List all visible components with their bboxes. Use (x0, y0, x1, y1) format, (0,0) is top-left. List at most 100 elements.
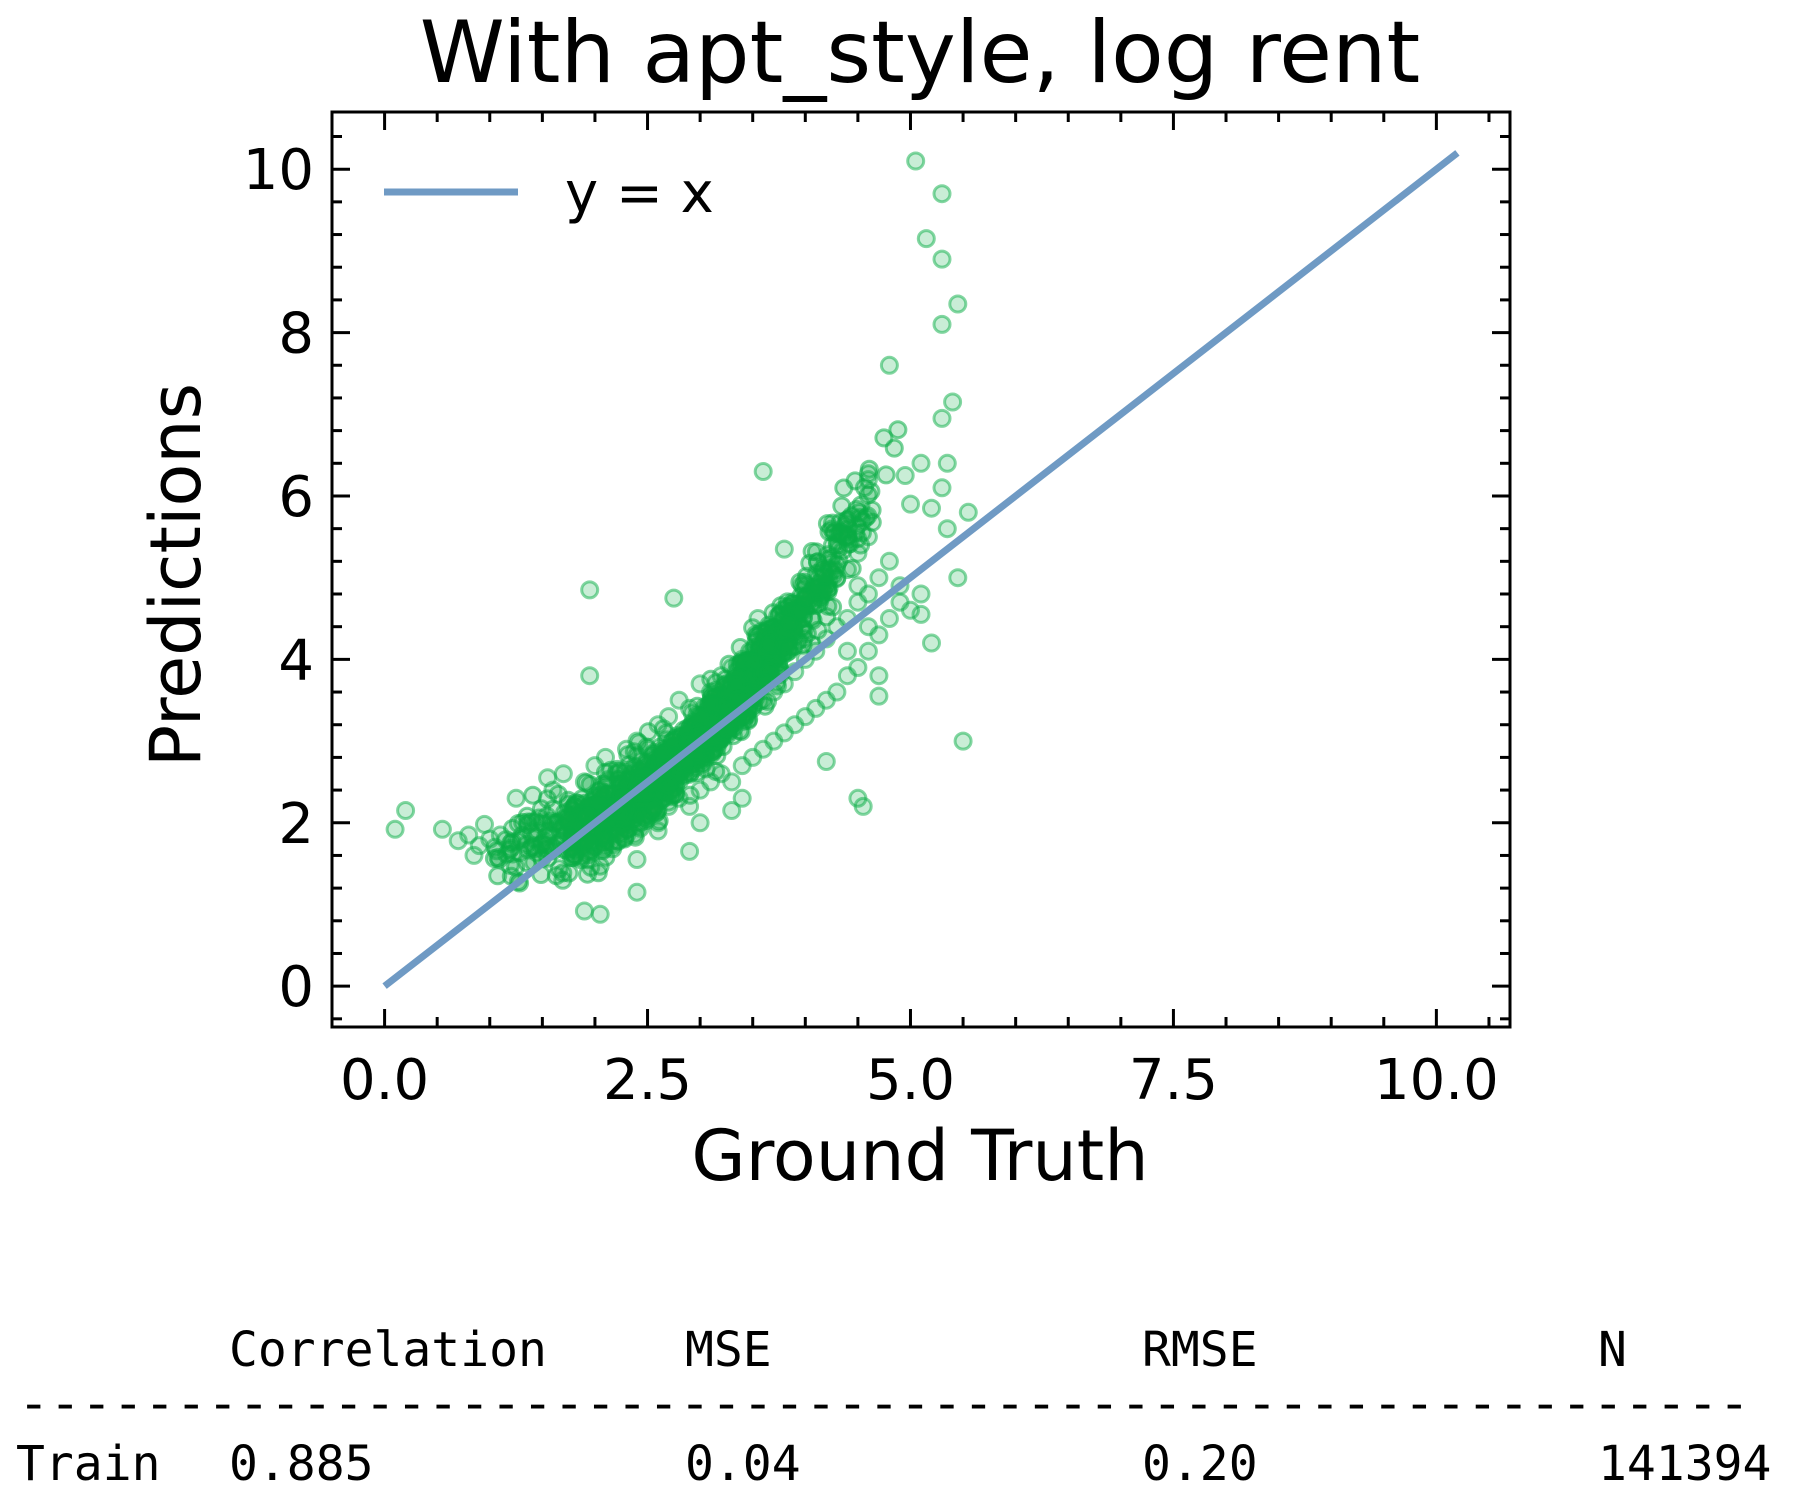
x-axis-label: Ground Truth (691, 1115, 1148, 1197)
scatter-point (848, 576, 868, 596)
scatter-point (722, 801, 742, 820)
scatter-point (588, 863, 608, 883)
scatter-point (937, 453, 957, 473)
scatter-point (816, 752, 836, 771)
scatter-point (707, 746, 727, 766)
axis-ticks (330, 112, 1510, 1027)
y-axis-label: Predictions (135, 383, 217, 767)
x-tick-labels: 0.0 2.5 5.0 7.5 10.0 (340, 1048, 1499, 1113)
scatter-point (869, 568, 889, 588)
scatter-point (916, 229, 936, 249)
scatter-point (755, 696, 775, 716)
scatter-point (538, 768, 558, 788)
scatter-point (529, 808, 549, 828)
y-tick-label: 8 (278, 302, 314, 367)
scatter-point (609, 824, 629, 844)
scatter-point (507, 831, 527, 851)
scatter-point (814, 567, 833, 586)
table-cell-correlation: 0.885 (229, 1436, 374, 1486)
y-tick-label: 6 (278, 465, 314, 530)
scatter-point (895, 466, 915, 485)
scatter-point (859, 459, 879, 479)
x-tick-label: 2.5 (603, 1048, 692, 1113)
scatter-point (580, 832, 599, 852)
x-tick-label: 0.0 (340, 1048, 429, 1113)
table-header-mse: MSE (685, 1322, 772, 1378)
scatter-point (627, 850, 647, 869)
y-tick-label: 0 (278, 955, 314, 1020)
legend: y = x (384, 161, 714, 226)
scatter-point (848, 658, 868, 677)
scatter-point (680, 841, 700, 861)
scatter-point (572, 789, 592, 809)
table-cell-n: 141394 (1598, 1436, 1771, 1486)
scatter-point (506, 857, 526, 877)
scatter-point (464, 845, 484, 865)
scatter-point (953, 731, 973, 751)
scatter-point (654, 743, 674, 763)
scatter-point (948, 294, 968, 314)
scatter-point (548, 784, 568, 804)
scatter-point (759, 635, 779, 655)
scatter-point (922, 498, 941, 518)
table-header-n: N (1598, 1322, 1627, 1378)
reference-line (382, 150, 1460, 989)
scatter-point (580, 580, 600, 600)
scatter-point (842, 559, 862, 578)
scatter-point (932, 314, 952, 334)
y-tick-labels: 0 2 4 6 8 10 (243, 138, 314, 1020)
scatter-point (884, 438, 904, 458)
scatter-point (888, 420, 908, 440)
scatter-point (911, 453, 931, 473)
scatter-point (911, 584, 931, 604)
scatter-point (879, 355, 899, 375)
scatter-point (879, 609, 899, 628)
scatter-point (932, 408, 952, 428)
scatter-point (932, 478, 952, 498)
scatter-point (488, 866, 508, 886)
table-cell-mse: 0.04 (685, 1436, 801, 1486)
scatter-point (726, 675, 746, 694)
plot-area (330, 110, 1512, 1029)
chart-title: With apt_style, log rent (420, 3, 1421, 103)
scatter-point (901, 494, 920, 514)
scatter-point (827, 682, 847, 702)
scatter-point (601, 760, 621, 780)
scatter-point (743, 652, 763, 672)
scatter-point (795, 588, 815, 608)
scatter-point (574, 901, 594, 921)
scatter-point (943, 392, 963, 412)
scatter-point (523, 785, 543, 805)
scatter-points (385, 151, 978, 924)
scatter-point (911, 604, 931, 624)
y-tick-label: 2 (278, 792, 314, 857)
scatter-point (690, 707, 710, 727)
table-header-rmse: RMSE (1142, 1322, 1258, 1378)
scatter-point (851, 495, 871, 515)
scatter-point (722, 772, 742, 792)
scatter-point (879, 551, 899, 571)
table-separator: ----------------------------------------… (18, 1376, 1750, 1432)
scatter-point (932, 184, 952, 204)
scatter-point (869, 686, 889, 706)
scatter-point (827, 531, 847, 551)
scatter-point (506, 788, 526, 808)
scatter-point (732, 788, 752, 808)
scatter-point (853, 796, 873, 816)
scatter-point (690, 813, 710, 833)
scatter-point (590, 904, 610, 924)
scatter-point (780, 613, 799, 633)
scatter-point (753, 462, 773, 481)
x-tick-label: 5.0 (866, 1048, 955, 1113)
scatter-point (958, 502, 978, 522)
scatter-point (793, 635, 813, 655)
x-tick-label: 10.0 (1374, 1048, 1499, 1113)
scatter-point (706, 761, 726, 781)
scatter-point (906, 151, 926, 171)
scatter-point (869, 666, 889, 686)
y-tick-label: 4 (278, 628, 314, 693)
scatter-point (706, 673, 726, 693)
table-header-correlation: Correlation (229, 1322, 547, 1378)
scatter-point (432, 819, 452, 839)
scatter-point (560, 811, 579, 830)
